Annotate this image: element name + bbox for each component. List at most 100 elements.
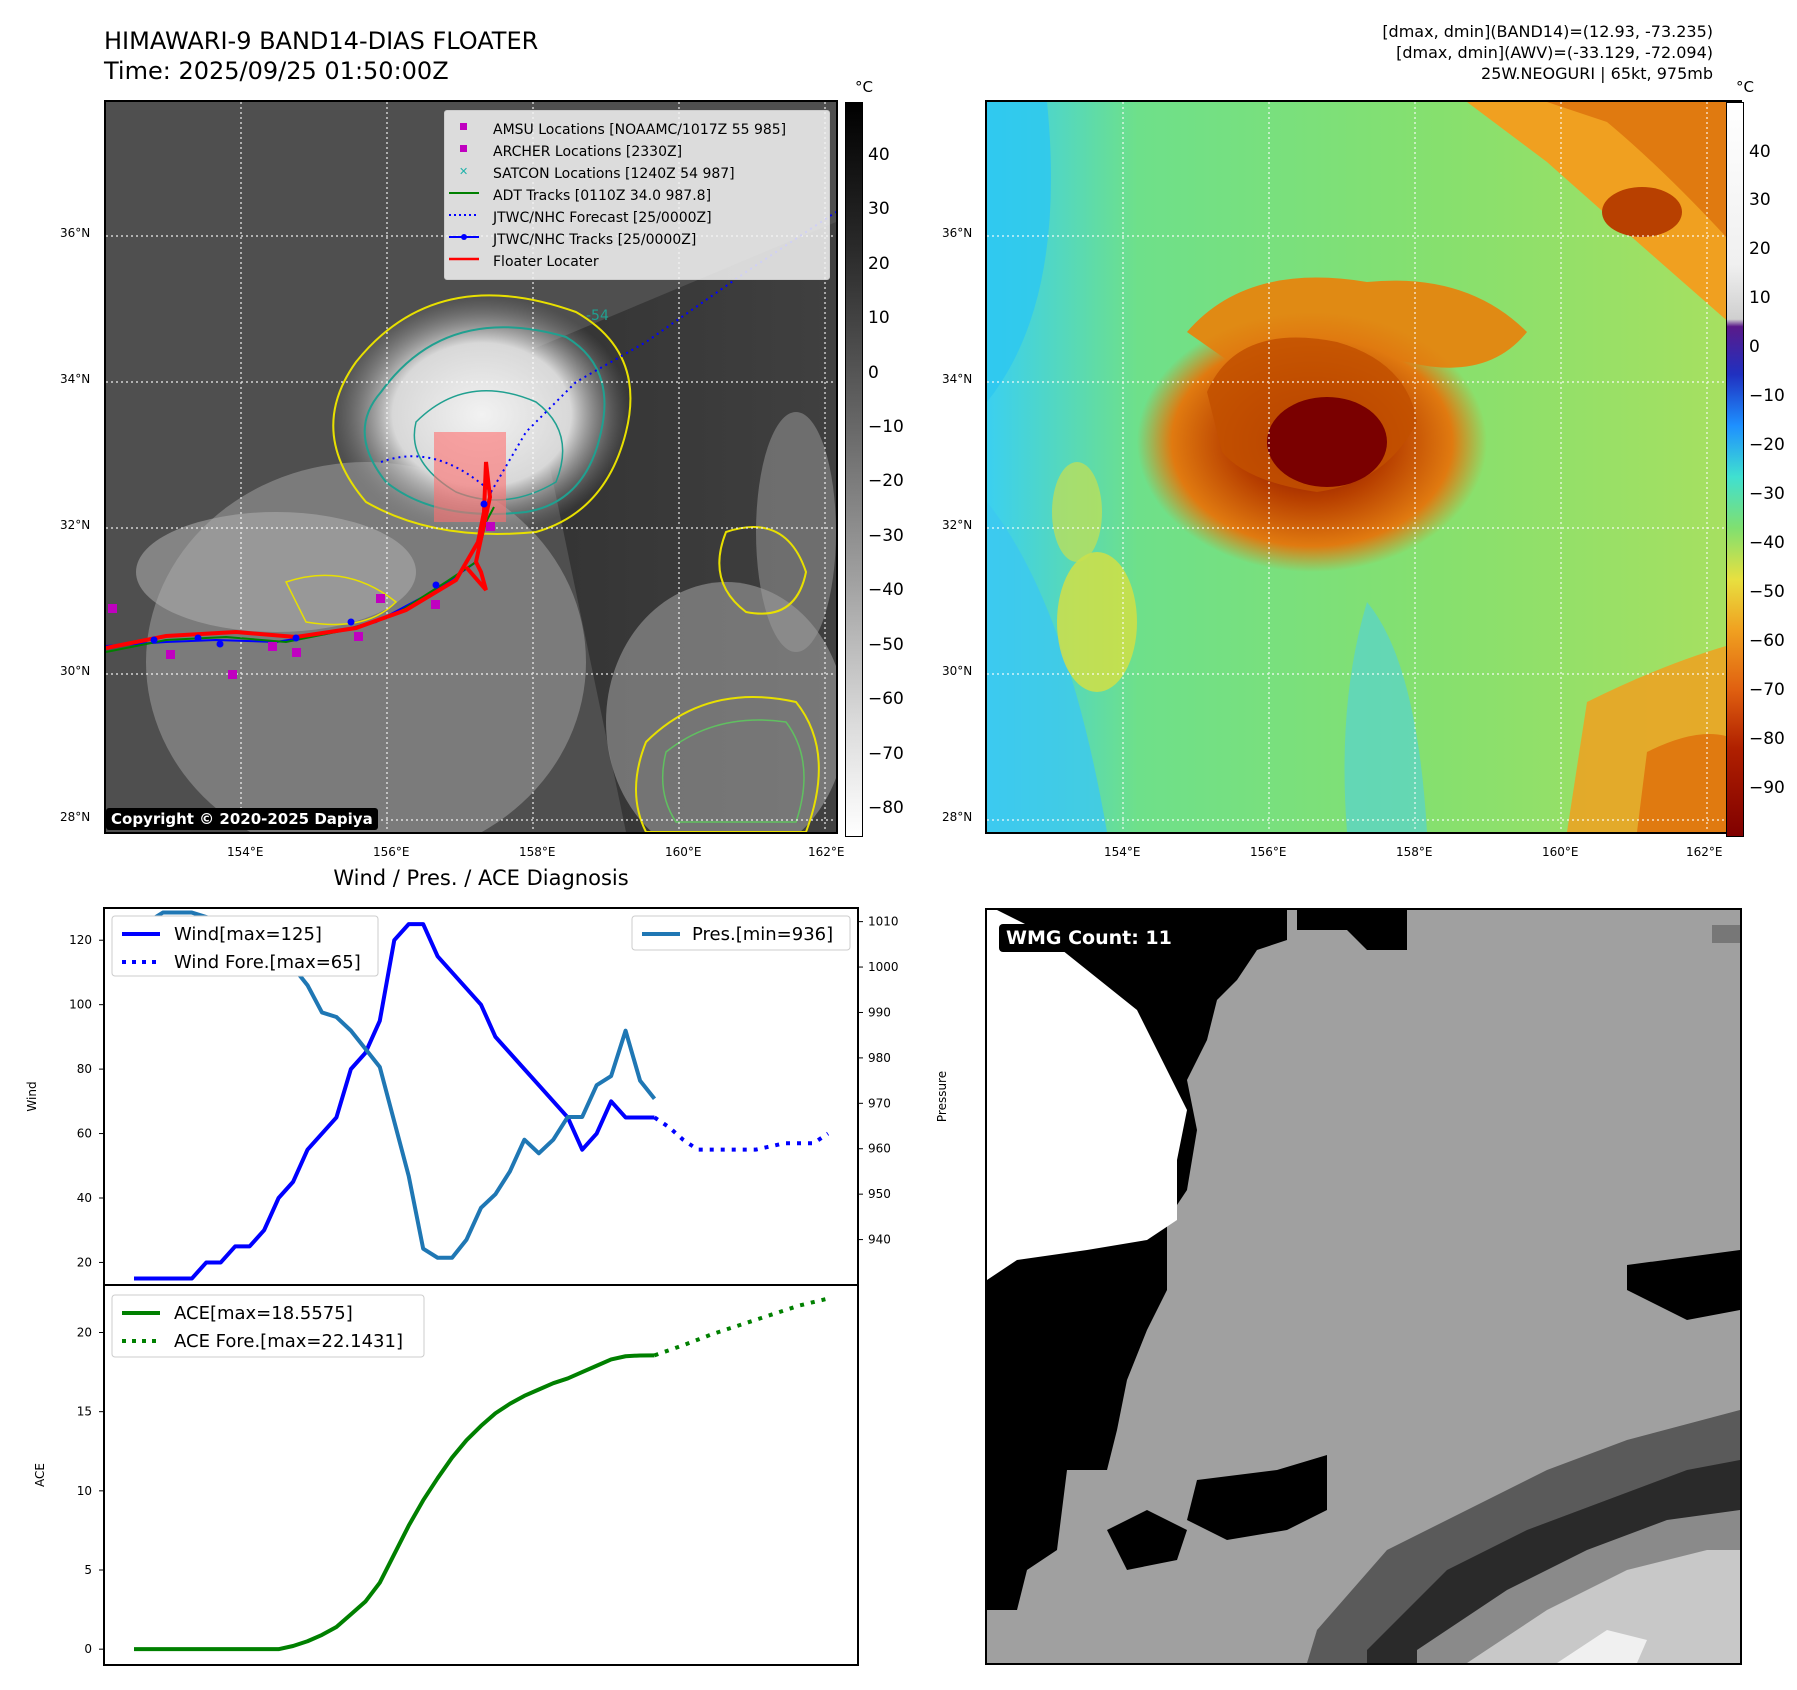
cbar-tick: −90 (1749, 778, 1785, 798)
pressure-tick-label: 1000 (868, 960, 899, 974)
floater-box (434, 432, 506, 522)
diagnosis-title: Wind / Pres. / ACE Diagnosis (333, 866, 629, 890)
pressure-tick-label: 980 (868, 1051, 891, 1065)
cbar-tick: 0 (1749, 337, 1760, 357)
cbar-tick: −40 (1749, 533, 1785, 553)
cbar-tick: 30 (1749, 190, 1771, 210)
awv-map-panel (985, 100, 1742, 834)
legend-floater: Floater Locater (493, 254, 599, 270)
cbar-tick: −70 (868, 744, 904, 764)
lon-label: 156°E (1250, 845, 1287, 859)
lat-label: 34°N (942, 372, 973, 386)
wmg-image (987, 910, 1740, 1663)
pressure-tick-label: 960 (868, 1142, 891, 1156)
wmg-count-badge: WMG Count: 11 (999, 924, 1179, 952)
wind-tick-label: 60 (77, 1127, 92, 1141)
lat-label: 30°N (942, 664, 973, 678)
legend-ace-fore-label: ACE Fore.[max=22.1431] (174, 1331, 403, 1352)
legend-wind-fore-label: Wind Fore.[max=65] (174, 952, 361, 973)
wind-tick-label: 80 (77, 1062, 92, 1076)
lon-label: 156°E (373, 845, 410, 859)
lat-label: 32°N (60, 518, 91, 532)
colorbar-ir-unit: °C (855, 78, 873, 96)
ace-tick-label: 15 (77, 1405, 92, 1419)
legend-adt: ADT Tracks [0110Z 34.0 987.8] (493, 188, 712, 204)
amsu-markers (108, 522, 495, 679)
wind-axis-label: Wind (25, 1081, 39, 1111)
wind-tick-label: 120 (69, 933, 92, 947)
lon-label: 154°E (1104, 845, 1141, 859)
series-wind (134, 922, 655, 1281)
ace-plot-frame (103, 1284, 859, 1666)
ace-tick-label: 5 (84, 1563, 92, 1577)
cbar-tick: −80 (1749, 729, 1785, 749)
cbar-tick: −10 (868, 417, 904, 437)
pressure-tick-label: 940 (868, 1233, 891, 1247)
legend-pres-label: Pres.[min=936] (692, 924, 833, 945)
ace-axis-label: ACE (33, 1463, 47, 1487)
pressure-axis-label: Pressure (935, 1071, 949, 1122)
legend-amsu: AMSU Locations [NOAAMC/1017Z 55 985] (493, 122, 787, 138)
cbar-tick: 0 (868, 363, 879, 383)
lat-label: 28°N (60, 810, 91, 824)
wind-tick-label: 100 (69, 998, 92, 1012)
info-dmax-awv: [dmax, dmin](AWV)=(-33.129, -72.094) (1396, 43, 1713, 62)
lat-label: 36°N (942, 226, 973, 240)
pressure-tick-label: 1010 (868, 915, 899, 929)
legend-wind-label: Wind[max=125] (174, 924, 322, 945)
cbar-tick: −30 (868, 526, 904, 546)
lon-label: 162°E (808, 845, 845, 859)
lat-label: 30°N (60, 664, 91, 678)
copyright-badge: Copyright © 2020-2025 Dapiya (106, 808, 378, 830)
ir-map-panel: -54 (104, 100, 838, 834)
cbar-tick: −80 (868, 798, 904, 818)
lat-label: 34°N (60, 372, 91, 386)
cbar-tick: 40 (868, 145, 890, 165)
figure-time: Time: 2025/09/25 01:50:00Z (104, 57, 449, 85)
cbar-tick: −20 (1749, 435, 1785, 455)
cbar-tick: −10 (1749, 386, 1785, 406)
lon-label: 160°E (665, 845, 702, 859)
lat-label: 36°N (60, 226, 91, 240)
series-ace-fore- (653, 1296, 829, 1358)
lon-label: 158°E (519, 845, 556, 859)
pressure-tick-label: 990 (868, 1005, 891, 1019)
cbar-tick: −30 (1749, 484, 1785, 504)
colorbar-ir (845, 102, 863, 837)
diagnosis-chart: 2040608010012094095096097098099010001010… (25, 907, 949, 1666)
colorbar-awv-unit: °C (1736, 78, 1754, 96)
cbar-tick: 40 (1749, 142, 1771, 162)
legend-tracks: JTWC/NHC Tracks [25/0000Z] (493, 232, 697, 248)
series-wind-fore- (653, 1115, 830, 1152)
wind-legend (111, 915, 379, 977)
figure-title: HIMAWARI-9 BAND14-DIAS FLOATER (104, 27, 539, 55)
cbar-tick: 30 (868, 199, 890, 219)
info-dmax-band14: [dmax, dmin](BAND14)=(12.93, -73.235) (1382, 22, 1713, 41)
wind-tick-label: 40 (77, 1191, 92, 1205)
cbar-tick: −60 (868, 689, 904, 709)
awv-map-image (987, 102, 1740, 832)
legend-ace-label: ACE[max=18.5575] (174, 1303, 353, 1324)
cbar-tick: −40 (868, 580, 904, 600)
legend-satcon-marker: ✕ (459, 165, 468, 178)
cbar-tick: −70 (1749, 680, 1785, 700)
colorbar-awv (1726, 102, 1744, 837)
pressure-legend (631, 915, 851, 951)
ace-tick-label: 0 (84, 1642, 92, 1656)
lat-label: 28°N (942, 810, 973, 824)
pressure-tick-label: 970 (868, 1096, 891, 1110)
legend-amsu-marker (460, 123, 467, 130)
cbar-tick: −50 (1749, 582, 1785, 602)
map-legend: ✕ AMSU Locations [NOAAMC/1017Z 55 985] A… (444, 110, 830, 280)
lon-label: 154°E (227, 845, 264, 859)
cbar-tick: −60 (1749, 631, 1785, 651)
lon-label: 160°E (1542, 845, 1579, 859)
legend-archer-marker (460, 145, 467, 152)
legend-forecast: JTWC/NHC Forecast [25/0000Z] (493, 210, 712, 226)
lat-label: 32°N (942, 518, 973, 532)
contour-label: -54 (586, 308, 609, 324)
ace-tick-label: 20 (77, 1326, 92, 1340)
cbar-tick: −20 (868, 471, 904, 491)
wmg-panel: WMG Count: 11 (985, 908, 1742, 1665)
cbar-tick: 10 (868, 308, 890, 328)
